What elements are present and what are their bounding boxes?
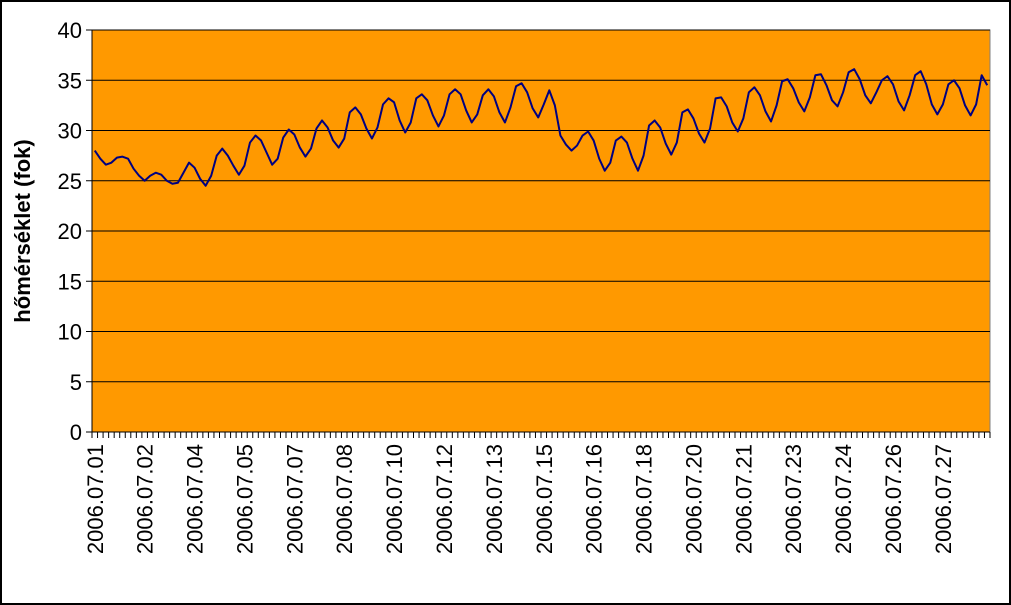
y-tick-label: 35 xyxy=(58,68,82,93)
x-tick-label: 2006.07.02 xyxy=(133,444,158,554)
y-tick-label: 40 xyxy=(58,18,82,43)
x-tick-label: 2006.07.13 xyxy=(482,444,507,554)
x-tick-label: 2006.07.04 xyxy=(183,444,208,554)
y-tick-label: 5 xyxy=(70,370,82,395)
x-tick-label: 2006.07.16 xyxy=(582,444,607,554)
x-tick-label: 2006.07.12 xyxy=(432,444,457,554)
x-tick-label: 2006.07.01 xyxy=(83,444,108,554)
x-tick-label: 2006.07.08 xyxy=(332,444,357,554)
y-tick-label: 30 xyxy=(58,119,82,144)
x-tick-label: 2006.07.26 xyxy=(881,444,906,554)
x-tick-label: 2006.07.18 xyxy=(632,444,657,554)
y-tick-label: 15 xyxy=(58,269,82,294)
y-tick-label: 10 xyxy=(58,320,82,345)
x-tick-label: 2006.07.10 xyxy=(382,444,407,554)
y-axis-label: hőmérséklet (fok) xyxy=(10,139,35,322)
y-tick-label: 25 xyxy=(58,169,82,194)
x-tick-label: 2006.07.20 xyxy=(681,444,706,554)
x-tick-label: 2006.07.23 xyxy=(781,444,806,554)
x-tick-label: 2006.07.15 xyxy=(532,444,557,554)
x-tick-label: 2006.07.07 xyxy=(282,444,307,554)
x-tick-label: 2006.07.24 xyxy=(831,444,856,554)
y-tick-label: 0 xyxy=(70,420,82,445)
x-tick-label: 2006.07.27 xyxy=(931,444,956,554)
x-tick-label: 2006.07.21 xyxy=(731,444,756,554)
x-tick-label: 2006.07.05 xyxy=(232,444,257,554)
data-line xyxy=(93,68,989,187)
y-tick-label: 20 xyxy=(58,219,82,244)
